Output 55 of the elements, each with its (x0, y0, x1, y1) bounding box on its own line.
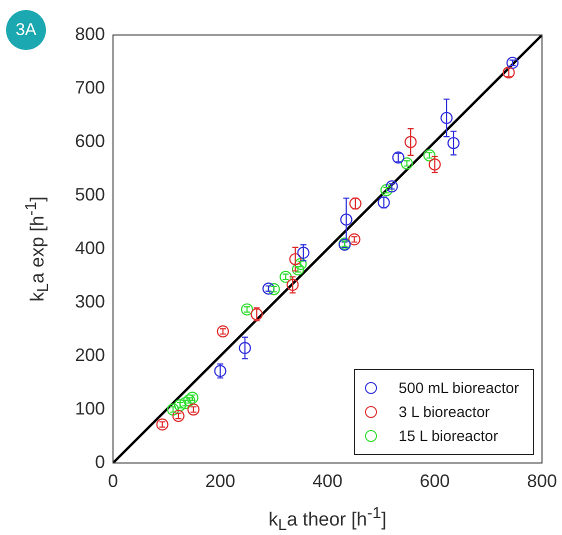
point (172, 410, 185, 422)
x-axis-title: k$_{L}$a theor [h$^{-1}$] (268, 505, 388, 535)
x-tick-label: 200 (205, 470, 236, 491)
point (250, 308, 263, 320)
point (440, 112, 453, 124)
point (216, 325, 230, 338)
point (268, 283, 280, 296)
point (262, 282, 275, 295)
x-tick-label: 0 (108, 470, 118, 491)
point (174, 399, 186, 412)
legend-label: 500 mL bioreactor (398, 380, 519, 396)
y-tick-label: 700 (74, 77, 105, 98)
y-tick-label: 800 (74, 24, 105, 44)
y-tick-label: 600 (74, 130, 105, 151)
point (214, 364, 226, 378)
point (378, 196, 390, 209)
y-tick-label: 300 (74, 291, 105, 312)
text: 3A (6, 10, 46, 50)
x-tick-label: 400 (312, 470, 343, 491)
point (294, 258, 307, 270)
point (386, 180, 398, 193)
point (186, 392, 198, 404)
point (392, 151, 404, 164)
x-tick-label: 600 (420, 470, 450, 491)
point (340, 213, 352, 226)
y-tick-label: 500 (74, 184, 105, 204)
legend-label: 3 L bioreactor (398, 404, 490, 420)
point (187, 403, 200, 416)
point (506, 56, 519, 69)
point (423, 149, 436, 162)
point (348, 233, 360, 246)
point (280, 270, 292, 283)
point (156, 418, 168, 431)
point (380, 184, 393, 196)
point (286, 278, 299, 291)
point (166, 403, 180, 416)
point (400, 157, 413, 170)
point (447, 136, 460, 150)
point (428, 158, 441, 171)
point (289, 253, 302, 266)
y-tick-label: 200 (74, 344, 105, 365)
point (349, 197, 362, 210)
point (183, 394, 196, 407)
x-tick-label: 800 (526, 470, 558, 491)
point (292, 263, 304, 276)
point (240, 303, 254, 316)
point (502, 66, 515, 79)
point (238, 342, 252, 354)
y-tick-label: 400 (74, 238, 105, 258)
point (404, 136, 417, 148)
legend-label: 15 L bioreactor (398, 428, 498, 444)
y-tick-label: 0 (94, 452, 105, 472)
point (179, 396, 192, 410)
point (297, 246, 310, 259)
y-tick-label: 100 (74, 398, 105, 418)
